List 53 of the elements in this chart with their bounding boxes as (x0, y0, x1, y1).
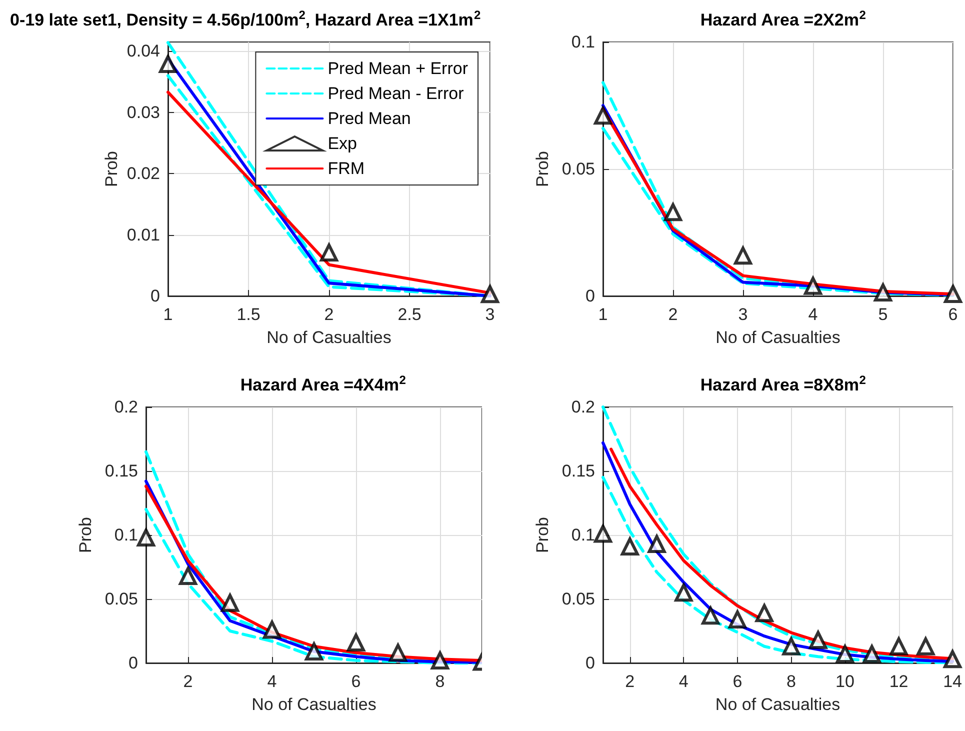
y-tick-label: 0.05 (104, 590, 138, 608)
y-tick-label: 0.1 (114, 526, 138, 544)
y-tick-label: 0.02 (126, 164, 160, 184)
y-axis-title: Prob (76, 517, 96, 553)
y-tick-label: 0 (128, 654, 138, 672)
x-tick-label: 4 (808, 305, 818, 324)
x-tick-label: 2 (324, 305, 334, 324)
y-tick-label: 0 (586, 654, 595, 672)
x-tick-label: 1 (163, 305, 173, 324)
x-tick-label: 1 (598, 305, 608, 324)
y-tick-label: 0.1 (571, 32, 595, 52)
x-tick-label: 5 (878, 305, 888, 324)
x-tick-label: 6 (948, 305, 958, 324)
legend-label: Exp (328, 134, 357, 153)
y-tick-label: 0 (586, 286, 595, 306)
x-axis-title: No of Casualties (266, 328, 392, 347)
x-tick-label: 8 (786, 672, 796, 691)
y-axis-title: Prob (102, 151, 121, 187)
x-axis-title: No of Casualties (716, 328, 840, 347)
x-tick-label: 3 (738, 305, 748, 324)
x-tick-label: 2 (668, 305, 678, 324)
y-tick-label: 0.04 (126, 42, 160, 61)
x-tick-label: 10 (836, 672, 854, 691)
y-tick-label: 0.01 (126, 225, 160, 244)
x-tick-label: 8 (435, 672, 445, 691)
x-tick-label: 4 (267, 672, 277, 691)
x-axis-title: No of Casualties (252, 695, 376, 714)
x-tick-label: 6 (732, 672, 742, 691)
x-tick-label: 1.5 (236, 305, 260, 324)
y-tick-label: 0.15 (104, 462, 138, 480)
legend-label: Pred Mean + Error (328, 59, 468, 78)
legend-label: Pred Mean - Error (328, 84, 464, 103)
y-tick-label: 0.05 (562, 590, 595, 608)
x-axis-title: No of Casualties (715, 695, 840, 714)
y-axis-title: Prob (533, 517, 552, 553)
y-tick-label: 0.15 (562, 462, 595, 480)
x-tick-label: 2 (183, 672, 193, 691)
y-tick-label: 0 (150, 286, 160, 306)
x-tick-label: 6 (351, 672, 361, 691)
legend-label: Pred Mean (328, 109, 411, 128)
x-tick-label: 2.5 (398, 305, 422, 324)
legend-label: FRM (328, 159, 365, 178)
y-tick-label: 0.2 (571, 398, 595, 416)
x-tick-label: 4 (678, 672, 688, 691)
y-tick-label: 0.2 (114, 398, 138, 416)
y-axis-title: Prob (533, 151, 552, 187)
x-tick-label: 3 (485, 305, 495, 324)
x-tick-label: 12 (889, 672, 908, 691)
y-tick-label: 0.05 (562, 160, 595, 178)
y-tick-label: 0.1 (571, 526, 595, 544)
y-tick-label: 0.03 (126, 102, 160, 122)
x-tick-label: 2 (625, 672, 635, 691)
x-tick-label: 14 (943, 672, 962, 691)
